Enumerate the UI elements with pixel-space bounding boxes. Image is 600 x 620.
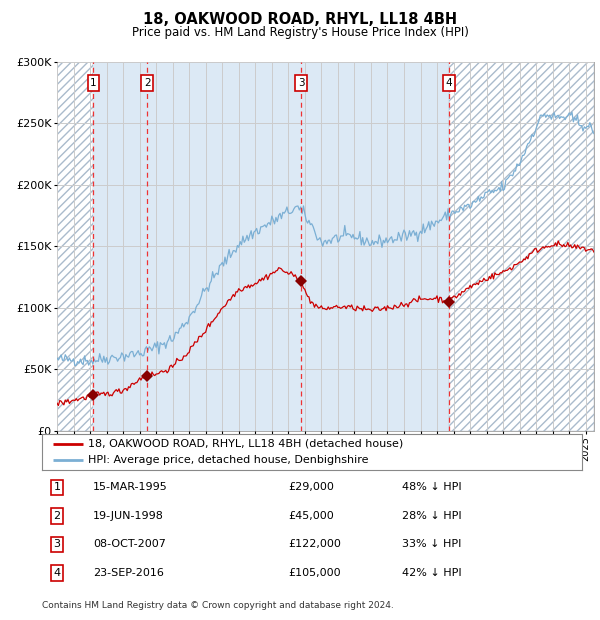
Text: £122,000: £122,000	[288, 539, 341, 549]
Bar	[57, 62, 94, 431]
Text: 2: 2	[144, 78, 151, 88]
Text: £29,000: £29,000	[288, 482, 334, 492]
Bar	[57, 62, 94, 431]
Text: £105,000: £105,000	[288, 568, 341, 578]
Text: 3: 3	[53, 539, 61, 549]
Text: 28% ↓ HPI: 28% ↓ HPI	[402, 511, 461, 521]
Bar	[449, 62, 594, 431]
Text: 18, OAKWOOD ROAD, RHYL, LL18 4BH (detached house): 18, OAKWOOD ROAD, RHYL, LL18 4BH (detach…	[88, 439, 403, 449]
Text: HPI: Average price, detached house, Denbighshire: HPI: Average price, detached house, Denb…	[88, 455, 368, 465]
Text: 2: 2	[53, 511, 61, 521]
Text: 23-SEP-2016: 23-SEP-2016	[93, 568, 164, 578]
Text: 42% ↓ HPI: 42% ↓ HPI	[402, 568, 461, 578]
Text: £45,000: £45,000	[288, 511, 334, 521]
Text: 18, OAKWOOD ROAD, RHYL, LL18 4BH: 18, OAKWOOD ROAD, RHYL, LL18 4BH	[143, 12, 457, 27]
Text: 19-JUN-1998: 19-JUN-1998	[93, 511, 164, 521]
Text: 15-MAR-1995: 15-MAR-1995	[93, 482, 168, 492]
Text: 08-OCT-2007: 08-OCT-2007	[93, 539, 166, 549]
Text: 33% ↓ HPI: 33% ↓ HPI	[402, 539, 461, 549]
Bar	[147, 62, 301, 431]
Bar	[449, 62, 594, 431]
Text: Price paid vs. HM Land Registry's House Price Index (HPI): Price paid vs. HM Land Registry's House …	[131, 26, 469, 39]
Bar	[301, 62, 449, 431]
Text: 4: 4	[446, 78, 452, 88]
Text: 3: 3	[298, 78, 304, 88]
Text: 1: 1	[53, 482, 61, 492]
Text: 4: 4	[53, 568, 61, 578]
Bar	[94, 62, 147, 431]
Text: 48% ↓ HPI: 48% ↓ HPI	[402, 482, 461, 492]
Text: Contains HM Land Registry data © Crown copyright and database right 2024.: Contains HM Land Registry data © Crown c…	[42, 601, 394, 611]
Text: 1: 1	[90, 78, 97, 88]
